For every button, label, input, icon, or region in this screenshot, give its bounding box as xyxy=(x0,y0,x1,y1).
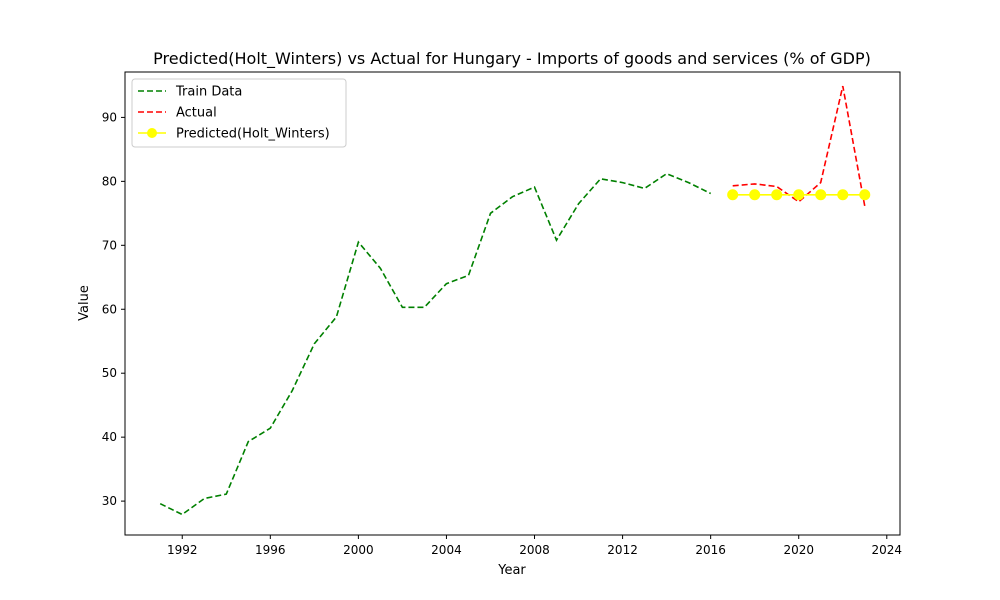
x-axis-label: Year xyxy=(497,563,526,578)
y-tick-label: 60 xyxy=(102,302,117,316)
data-point-predicted-holt-winters xyxy=(815,189,827,201)
x-tick-label: 2016 xyxy=(695,543,726,557)
x-tick-label: 1992 xyxy=(167,543,198,557)
y-tick-label: 30 xyxy=(102,494,117,508)
legend-label-actual: Actual xyxy=(176,106,217,121)
legend-marker-predicted-holt-winters xyxy=(147,128,157,138)
chart-title: Predicted(Holt_Winters) vs Actual for Hu… xyxy=(153,49,871,69)
data-point-predicted-holt-winters xyxy=(771,189,783,201)
y-axis-label: Value xyxy=(77,285,92,321)
y-tick-label: 70 xyxy=(102,238,117,252)
x-tick-label: 2024 xyxy=(872,543,903,557)
legend-box xyxy=(131,78,347,148)
x-tick-label: 2012 xyxy=(607,543,638,557)
data-point-predicted-holt-winters xyxy=(837,189,849,201)
data-point-predicted-holt-winters xyxy=(793,189,805,201)
legend-label-predicted-holt-winters: Predicted(Holt_Winters) xyxy=(176,127,330,142)
x-tick-label: 2004 xyxy=(431,543,462,557)
x-tick-label: 2020 xyxy=(783,543,814,557)
data-point-predicted-holt-winters xyxy=(859,189,871,201)
x-tick-label: 1996 xyxy=(255,543,286,557)
y-tick-label: 90 xyxy=(102,110,117,124)
x-tick-label: 2000 xyxy=(343,543,374,557)
plot-frame xyxy=(124,71,901,536)
y-tick-label: 80 xyxy=(102,174,117,188)
series-line-actual xyxy=(732,85,866,207)
data-point-predicted-holt-winters xyxy=(727,189,739,201)
plot-area xyxy=(124,71,901,536)
x-tick-label: 2008 xyxy=(519,543,550,557)
x-axis: 1992 1996 2000 2004 2008 2012 2016 2020 2024 xyxy=(167,535,902,557)
y-tick-label: 40 xyxy=(102,430,117,444)
y-tick-label: 50 xyxy=(102,366,117,380)
series-line-train-data xyxy=(159,172,712,516)
plot-background xyxy=(125,72,900,535)
y-axis: 30 40 50 60 70 80 90 xyxy=(102,110,125,508)
legend-label-train-data: Train Data xyxy=(175,85,242,100)
legend: Train Data Actual Predicted(Holt_Winters) xyxy=(131,78,347,148)
data-point-predicted-holt-winters xyxy=(749,189,761,201)
series-layer xyxy=(159,85,871,516)
